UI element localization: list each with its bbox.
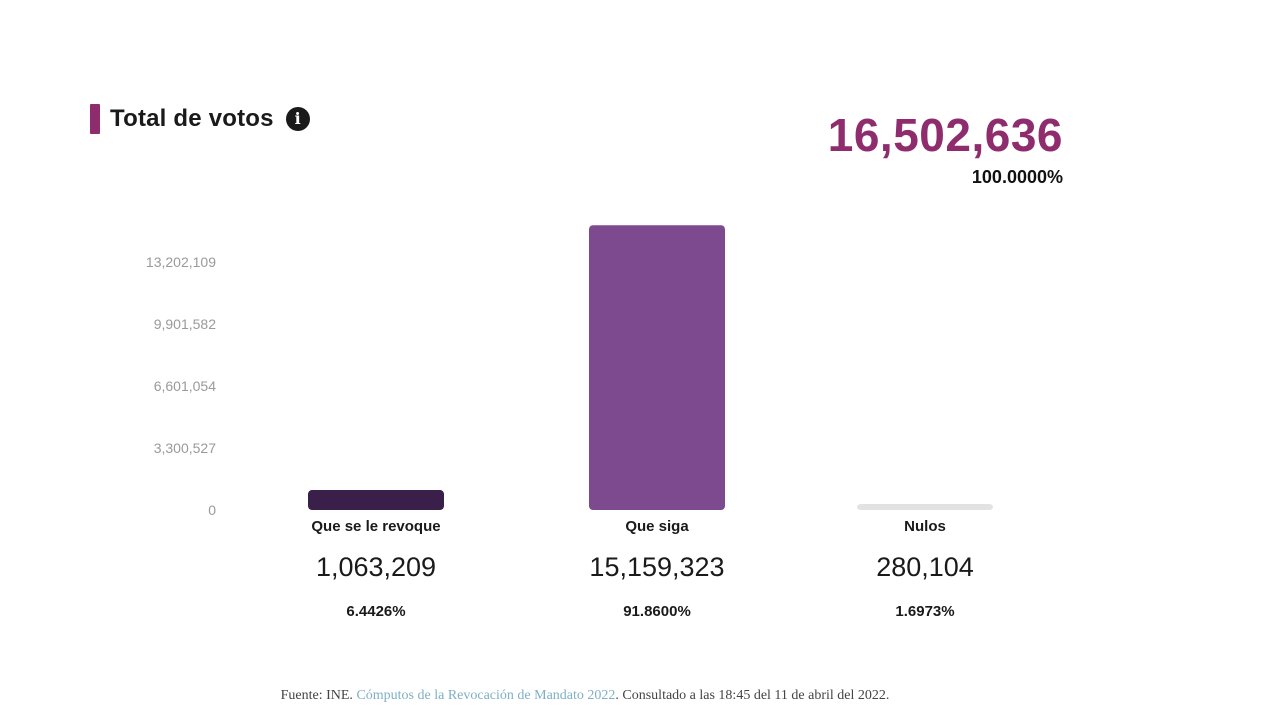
- total-votes-percent: 100.0000%: [971, 167, 1063, 187]
- footer-prefix: Fuente: INE.: [280, 688, 357, 703]
- percent-label-siga: 91.8600%: [623, 603, 691, 620]
- category-label-siga: Que siga: [625, 518, 689, 535]
- value-label-nulos: 280,104: [876, 552, 974, 582]
- bar-revoque[interactable]: [308, 490, 444, 510]
- y-tick-label: 9,901,582: [154, 316, 216, 332]
- category-label-revoque: Que se le revoque: [311, 518, 441, 535]
- bar-siga[interactable]: [589, 225, 725, 510]
- percent-label-revoque: 6.4426%: [346, 603, 406, 620]
- y-tick-label: 3,300,527: [154, 440, 216, 456]
- source-link[interactable]: Cómputos de la Revocación de Mandato 202…: [356, 688, 616, 703]
- bar-nulos[interactable]: [857, 504, 993, 510]
- chart-title: Total de votos: [110, 105, 274, 132]
- y-axis-ticks: 0 3,300,527 6,601,054 9,901,582 13,202,109: [146, 254, 216, 518]
- total-votes-value: 16,502,636: [827, 109, 1063, 161]
- footer-suffix: . Consultado a las 18:45 del 11 de abril…: [615, 688, 890, 703]
- value-label-revoque: 1,063,209: [315, 552, 437, 582]
- info-icon[interactable]: i: [285, 107, 310, 131]
- y-tick-label: 13,202,109: [146, 254, 216, 270]
- y-tick-label: 6,601,054: [154, 378, 216, 394]
- percent-label-nulos: 1.6973%: [895, 603, 955, 620]
- title-accent-bar: [90, 104, 100, 134]
- bars: [308, 225, 993, 510]
- category-label-nulos: Nulos: [904, 518, 946, 535]
- value-label-siga: 15,159,323: [589, 552, 725, 582]
- chart-header: Total de votos i: [90, 104, 310, 134]
- y-tick-label: 0: [208, 502, 216, 518]
- source-footer: Fuente: INE. Cómputos de la Revocación d…: [0, 688, 1170, 704]
